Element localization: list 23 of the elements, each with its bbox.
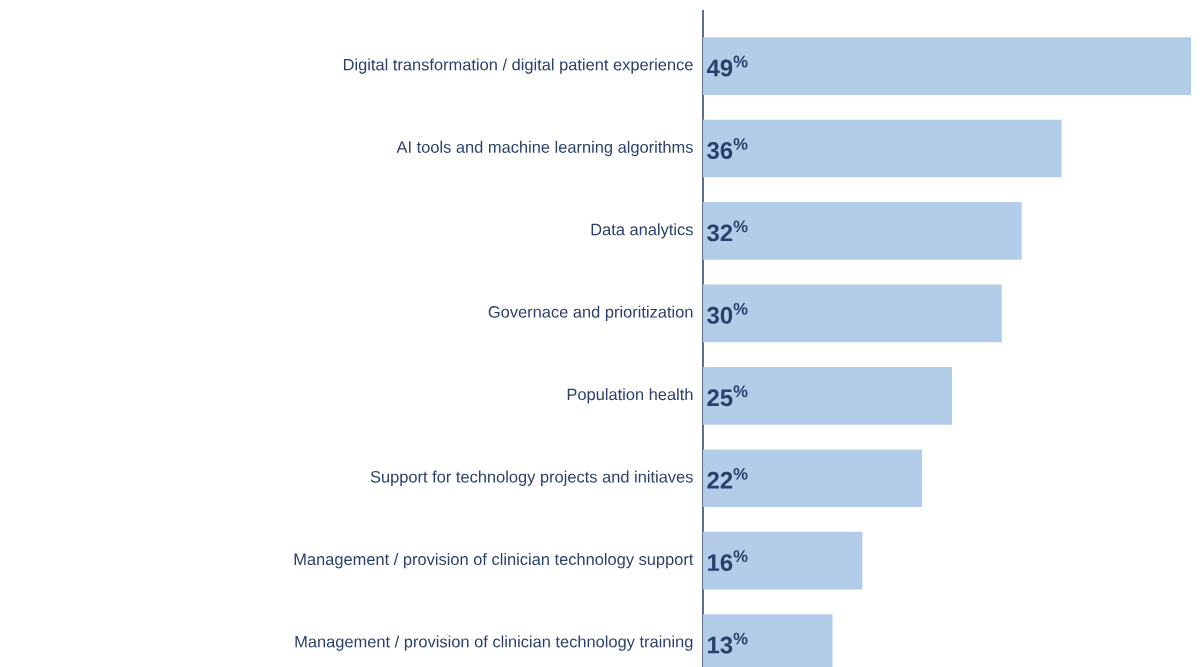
data-label: 32$^{%}$ (707, 220, 748, 242)
y-tick-label: AI tools and machine learning algorithms (396, 140, 693, 157)
y-tick-label: Support for technology projects and initiaves (370, 470, 693, 486)
y-tick-label: Management / provision of clinician technology training (295, 635, 693, 651)
data-label: 22$^{%}$ (707, 467, 748, 489)
data-label: 13$^{%}$ (708, 632, 748, 654)
data-label: 25$^{%}$ (707, 385, 748, 407)
y-tick-label: Digital transformation / digital patient experience (343, 58, 693, 74)
data-label: 36$^{%}$ (707, 138, 748, 159)
data-label: 30$^{%}$ (707, 302, 748, 324)
y-tick-label: Population health (567, 388, 693, 404)
data-label: 16$^{%}$ (708, 550, 748, 572)
bar (703, 37, 1192, 95)
bar (703, 449, 923, 508)
bar (703, 366, 952, 425)
bar (703, 119, 1062, 178)
y-tick-label: Management / provision of clinician technology support (294, 553, 694, 569)
data-label: 49$^{%}$ (706, 55, 748, 77)
y-tick-label: Data analytics (591, 223, 693, 239)
y-tick-label: Governace and prioritization (488, 305, 693, 322)
bar (703, 284, 1002, 343)
bar (703, 202, 1022, 260)
bar (703, 531, 863, 590)
